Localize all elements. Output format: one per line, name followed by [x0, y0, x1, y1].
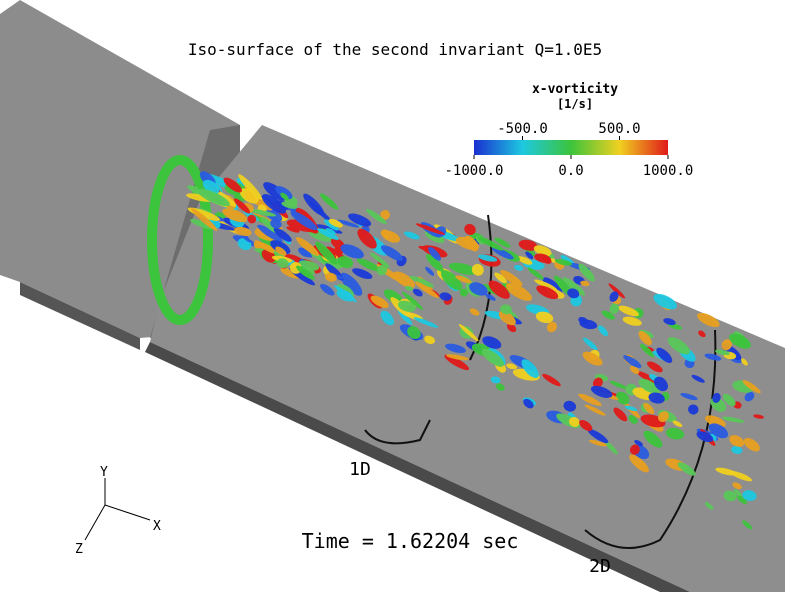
colorbar-tick-label: -1000.0: [444, 163, 503, 179]
axis-y-label: Y: [100, 465, 108, 480]
axis-x-label: X: [153, 519, 161, 534]
title: Iso-surface of the second invariant Q=1.…: [188, 40, 602, 59]
colorbar-tick-label: 0.0: [558, 163, 583, 179]
time-label: Time = 1.62204 sec: [302, 529, 519, 553]
axis-z-label: Z: [75, 542, 83, 557]
visualization: -1000.0 -500.0 0.0 500.0 1000.0 Iso-surface …: [0, 0, 785, 592]
colorbar-unit: [1/s]: [557, 97, 593, 111]
marker-label: 1D: [349, 459, 371, 480]
colorbar-label: x-vorticity: [532, 82, 618, 97]
colorbar-tick-label: -500.0: [497, 121, 548, 137]
marker-label: 2D: [589, 556, 611, 577]
colorbar-tick-label: 1000.0: [643, 163, 694, 179]
colorbar-tick-label: 500.0: [598, 121, 640, 137]
colorbar: [474, 140, 668, 155]
